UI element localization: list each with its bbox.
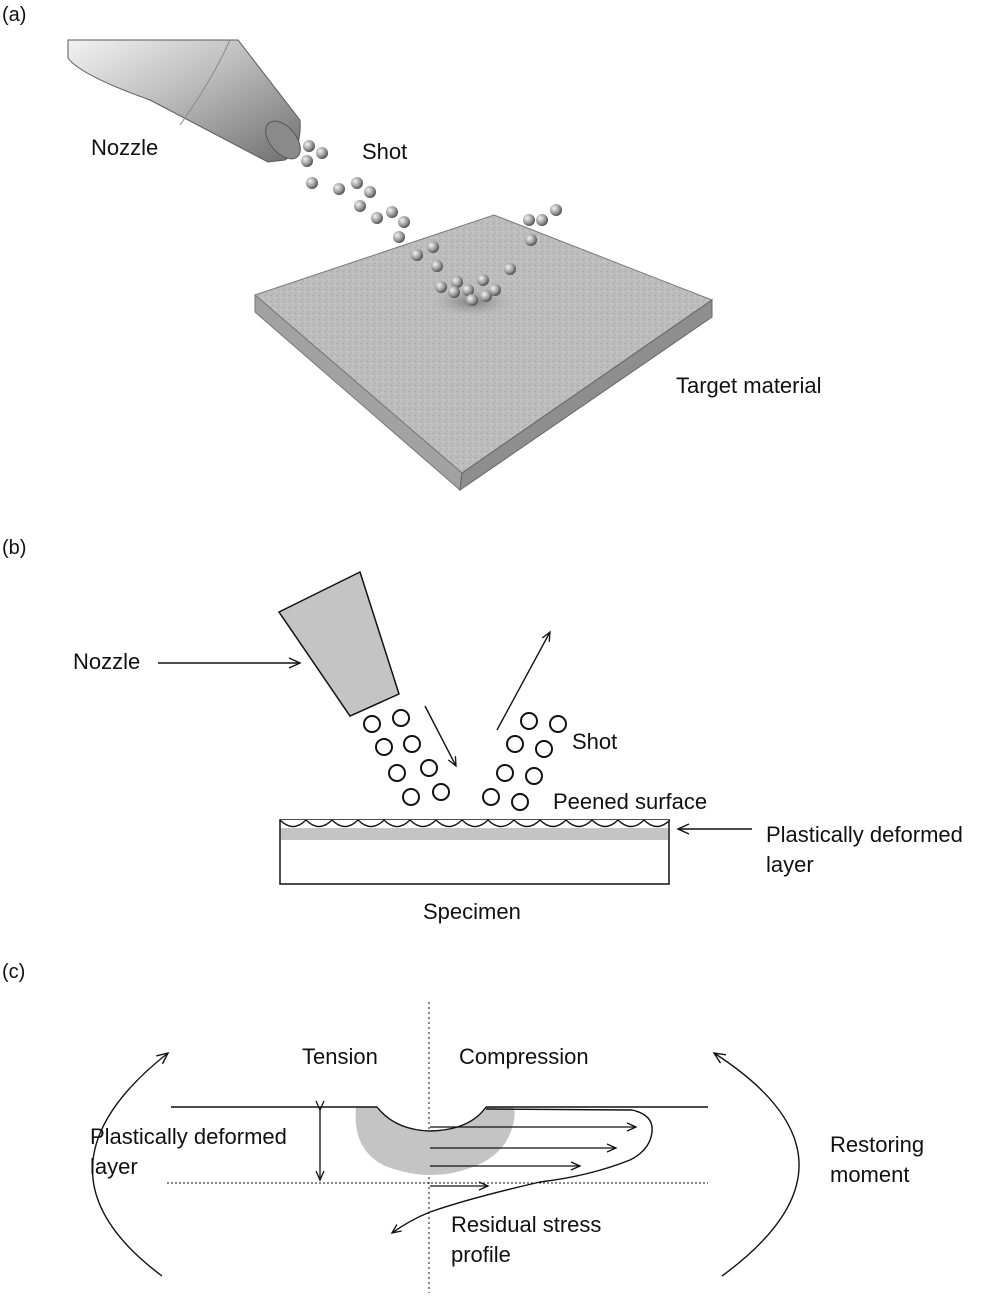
specimen-block — [279, 819, 671, 885]
layer-label-c-line2: layer — [90, 1154, 138, 1179]
restoring-label-line1: Restoring — [830, 1132, 924, 1157]
shot-label-a: Shot — [362, 139, 407, 164]
target-material-label: Target material — [676, 373, 822, 398]
shot-balls-a — [301, 140, 562, 306]
panel-a-label: (a) — [2, 4, 26, 26]
dimple-curve — [376, 1106, 487, 1132]
panel-c: (c) Tension Compression Plastically defo… — [2, 961, 924, 1293]
nozzle-a-icon — [67, 39, 301, 163]
shot-circles-b — [363, 709, 567, 811]
restoring-label-line2: moment — [830, 1162, 909, 1187]
layer-label-c-line1: Plastically deformed — [90, 1124, 287, 1149]
deformed-zone — [355, 1107, 515, 1176]
target-plate-icon — [254, 214, 714, 492]
compression-label: Compression — [459, 1044, 589, 1069]
panel-b: (b) — [2, 537, 963, 924]
specimen-label: Specimen — [423, 899, 521, 924]
residual-label-line2: profile — [451, 1242, 511, 1267]
stress-arrows — [430, 1122, 638, 1191]
residual-label-line1: Residual stress — [451, 1212, 601, 1237]
peened-surface-label: Peened surface — [553, 789, 707, 814]
incoming-shot-arrow — [424, 705, 457, 768]
layer-label-b-line1: Plastically deformed — [766, 822, 963, 847]
tension-label: Tension — [302, 1044, 378, 1069]
shot-label-b: Shot — [572, 729, 617, 754]
right-moment-arrow — [712, 1052, 800, 1277]
nozzle-label-b: Nozzle — [73, 649, 140, 674]
panel-a: (a) — [2, 4, 822, 492]
panel-c-label: (c) — [2, 961, 25, 983]
layer-label-b-line2: layer — [766, 852, 814, 877]
residual-stress-curve — [390, 1108, 653, 1234]
nozzle-label-a: Nozzle — [91, 135, 158, 160]
nozzle-b-icon — [277, 570, 400, 717]
rebound-shot-arrow — [496, 630, 551, 731]
panel-b-label: (b) — [2, 537, 26, 559]
left-moment-arrow — [91, 1051, 170, 1277]
